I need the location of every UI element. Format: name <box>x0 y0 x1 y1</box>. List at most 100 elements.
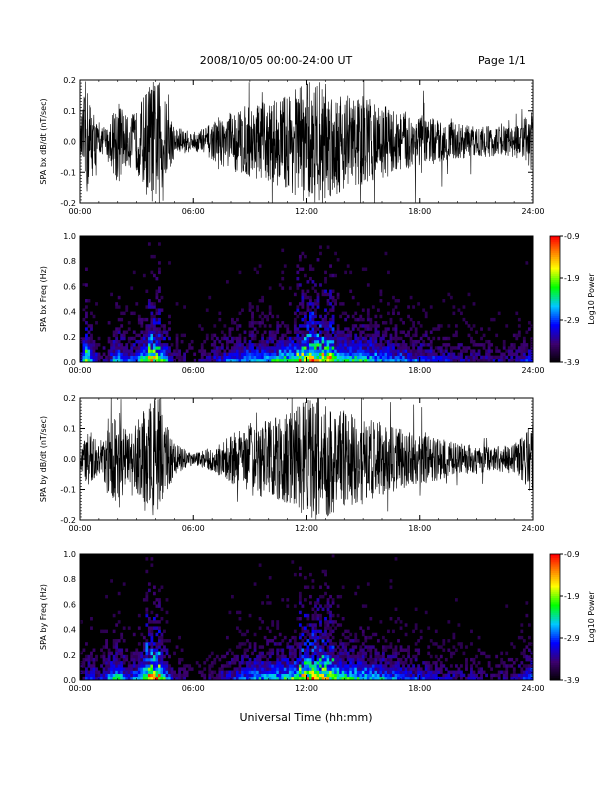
colorbar-cell <box>550 556 560 559</box>
heatmap-cell <box>303 676 307 681</box>
heatmap-cell <box>465 664 468 668</box>
heatmap-cell <box>296 286 300 290</box>
heatmap-cell <box>298 591 302 596</box>
heatmap-cell <box>220 343 224 347</box>
heatmap-cell <box>394 355 398 360</box>
heatmap-cell <box>303 654 307 659</box>
heatmap-cell <box>306 295 310 300</box>
heatmap-cell <box>125 667 129 671</box>
heatmap-cell <box>336 336 340 341</box>
heatmap-cell <box>100 673 103 678</box>
heatmap-cell <box>258 667 262 671</box>
heatmap-cell <box>163 639 166 643</box>
colorbar-cell <box>550 315 560 319</box>
heatmap-cell <box>527 667 531 671</box>
heatmap-cells <box>80 554 534 681</box>
heatmap-cell <box>351 327 355 331</box>
heatmap-cell <box>326 607 330 611</box>
heatmap-cell <box>525 346 529 350</box>
heatmap-cell <box>263 352 267 356</box>
heatmap-cell <box>329 620 332 624</box>
heatmap-cell <box>311 343 315 347</box>
heatmap-cell <box>359 343 363 347</box>
heatmap-cell <box>173 349 176 353</box>
heatmap-cell <box>432 676 436 681</box>
heatmap-cell <box>369 333 373 338</box>
heatmap-cell <box>495 333 499 338</box>
heatmap-cell <box>306 302 310 306</box>
heatmap-cell <box>324 355 327 360</box>
heatmap-cell <box>341 657 345 662</box>
heatmap-cell <box>152 648 156 652</box>
heatmap-cell <box>145 343 149 347</box>
heatmap-cell <box>241 358 244 363</box>
heatmap-cell <box>525 657 529 662</box>
heatmap-cell <box>132 657 136 662</box>
heatmap-cell <box>346 642 350 646</box>
heatmap-cell <box>92 657 96 662</box>
heatmap-cell <box>147 305 151 309</box>
heatmap-cell <box>460 673 463 678</box>
heatmap-cell <box>520 651 524 656</box>
heatmap-cell <box>263 355 267 360</box>
heatmap-cell <box>135 657 139 662</box>
heatmap-cell <box>213 349 217 353</box>
heatmap-cell <box>419 324 423 328</box>
heatmap-cell <box>236 654 239 659</box>
heatmap-cell <box>298 355 302 360</box>
colorbar-cell <box>550 326 560 329</box>
colorbar-cell <box>550 627 560 631</box>
heatmap-cell <box>429 670 433 674</box>
heatmap-cell <box>452 635 456 640</box>
heatmap-cell <box>522 355 526 360</box>
heatmap-cell <box>387 667 390 671</box>
heatmap-cell <box>183 667 186 671</box>
colorbar-cell <box>550 675 560 679</box>
heatmap-cell <box>429 305 433 309</box>
heatmap-cell <box>319 336 322 341</box>
heatmap-cell <box>346 330 350 334</box>
heatmap-cell <box>311 333 315 338</box>
heatmap-cell <box>251 333 254 338</box>
heatmap-cell <box>316 629 320 634</box>
heatmap-cell <box>336 258 340 262</box>
heatmap-cell <box>283 673 287 678</box>
heatmap-cell <box>283 324 287 328</box>
heatmap-cell <box>520 661 524 665</box>
heatmap-cell <box>359 670 363 674</box>
heatmap-cell <box>329 308 332 312</box>
heatmap-cell <box>205 308 209 312</box>
heatmap-cell <box>409 343 413 347</box>
heatmap-cell <box>303 273 307 278</box>
heatmap-cell <box>160 635 164 640</box>
heatmap-cell <box>306 651 310 656</box>
heatmap-cell <box>160 673 164 678</box>
heatmap-cell <box>276 314 280 319</box>
heatmap-cell <box>309 673 312 678</box>
heatmap-cell <box>316 346 320 350</box>
heatmap-cell <box>266 661 270 665</box>
heatmap-cell <box>394 673 398 678</box>
heatmap-cell <box>452 645 456 649</box>
heatmap-cell <box>273 667 277 671</box>
heatmap-cell <box>329 626 332 630</box>
x-tick-label: 06:00 <box>182 524 205 533</box>
colorbar-cell <box>550 299 560 302</box>
heatmap-cell <box>392 654 395 659</box>
heatmap-cell <box>160 667 164 671</box>
heatmap-cell <box>334 330 337 334</box>
heatmap-cell <box>122 355 126 360</box>
heatmap-cell <box>90 626 93 630</box>
heatmap-cell <box>238 670 242 674</box>
heatmap-cell <box>457 673 461 678</box>
heatmap-cell <box>480 651 483 656</box>
heatmap-cell <box>404 648 408 652</box>
heatmap-cell <box>404 358 408 363</box>
heatmap-cell <box>477 667 481 671</box>
heatmap-cell <box>472 661 476 665</box>
heatmap-cell <box>90 343 93 347</box>
heatmap-cell <box>354 673 358 678</box>
heatmap-cell <box>341 302 345 306</box>
heatmap-cell <box>525 664 529 668</box>
heatmap-cell <box>314 635 317 640</box>
